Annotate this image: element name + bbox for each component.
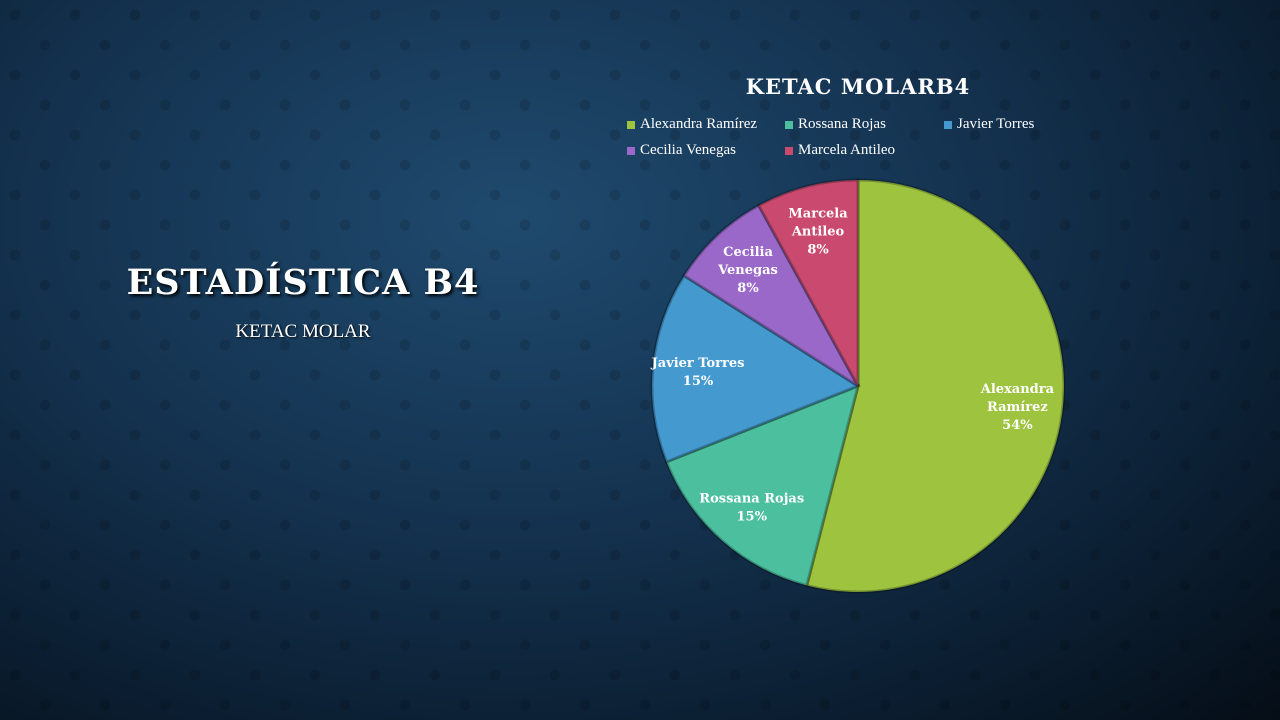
- data-label: Cecilia Venegas 8%: [717, 245, 778, 296]
- data-label: Rossana Rojas 15%: [699, 492, 804, 525]
- legend-label: Cecilia Venegas: [640, 142, 736, 158]
- pie-slice: [756, 178, 860, 387]
- data-label: Javier Torres 15%: [651, 356, 745, 389]
- legend-item: Alexandra Ramírez: [627, 116, 757, 133]
- data-label: Marcela Antileo 8%: [788, 206, 848, 257]
- legend-swatch: [785, 146, 793, 155]
- slide-subtitle: KETAC MOLAR: [235, 321, 371, 342]
- pie-slice: [804, 178, 1066, 594]
- chart-title: KETAC MOLARB4: [745, 74, 971, 99]
- slide-title: ESTADÍSTICA B4: [126, 262, 480, 303]
- legend-swatch: [627, 120, 635, 129]
- legend-label: Rossana Rojas: [798, 116, 886, 132]
- legend-item: Rossana Rojas: [785, 116, 886, 133]
- legend-swatch: [627, 146, 635, 155]
- legend-swatch: [785, 120, 793, 129]
- legend-label: Alexandra Ramírez: [640, 116, 758, 132]
- data-label: Alexandra Ramírez 54%: [980, 382, 1055, 433]
- pie-slice: [664, 383, 861, 588]
- pie-slice: [681, 203, 860, 388]
- legend-item: Marcela Antileo: [785, 142, 895, 159]
- legend-item: Javier Torres: [944, 116, 1034, 133]
- legend-swatch: [944, 120, 952, 129]
- legend-label: Javier Torres: [957, 116, 1035, 132]
- pie-slice: [650, 273, 862, 464]
- legend-item: Cecilia Venegas: [627, 142, 736, 159]
- legend-label: Marcela Antileo: [798, 142, 896, 158]
